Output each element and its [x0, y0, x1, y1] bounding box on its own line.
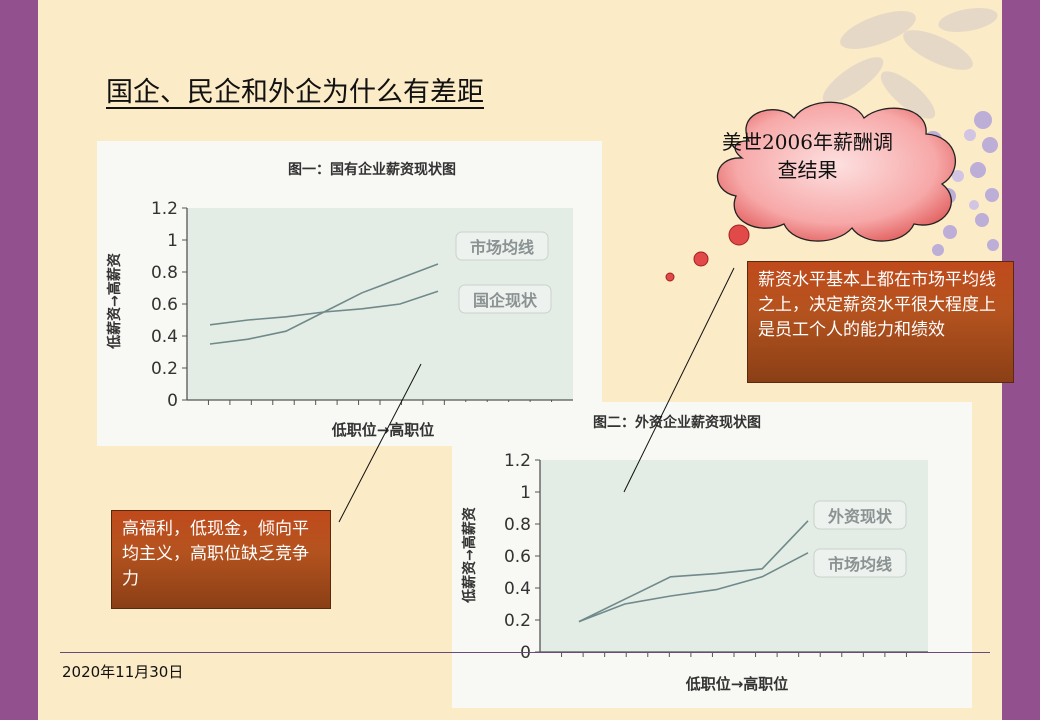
y-axis-label: 低薪资→高薪资 [461, 507, 478, 604]
slide-title: 国企、民企和外企为什么有差距 [106, 77, 484, 108]
y-tick-label: 0.4 [504, 579, 531, 599]
chart-state-owned: 图一：国有企业薪资现状图 0 0.2 0.4 0.6 0.8 1 1.2 低职位→高职位 低薪资→… [97, 141, 602, 446]
chart-title: 图一：国有企业薪资现状图 [288, 161, 456, 178]
thought-cloud [665, 101, 957, 282]
series-label: 国企现状 [473, 291, 538, 310]
series-label: 市场均线 [828, 555, 892, 574]
series-label-box [455, 231, 549, 261]
y-tick-label: 0 [520, 643, 531, 663]
series-label-box [458, 284, 552, 314]
footer-date: 2020年11月30日 [62, 663, 184, 681]
footer-divider [60, 652, 990, 653]
chart-foreign-svg: 图二：外资企业薪资现状图 0 0.2 0.4 0.6 0.8 1 1.2 低职位→高职位 低薪资→… [461, 414, 928, 693]
y-tick-label: 0.8 [504, 515, 531, 535]
y-tick-label: 1 [167, 231, 178, 251]
series-label: 市场均线 [470, 238, 534, 257]
series-line-0 [578, 520, 809, 623]
cloud-text: 美世2006年薪酬调查结果 [722, 130, 893, 182]
y-tick-label: 1.2 [504, 451, 531, 471]
callout-state-salary: 高福利，低现金，倾向平均主义，高职位缺乏竞争力 [111, 510, 331, 609]
left-border [0, 0, 38, 720]
chart-state-owned-svg: 图一：国有企业薪资现状图 0 0.2 0.4 0.6 0.8 1 1.2 低职位→高职位 低薪资→… [106, 161, 573, 439]
series-line-1 [578, 552, 809, 623]
y-tick-label: 1.2 [151, 199, 178, 219]
y-tick-label: 0.2 [504, 611, 531, 631]
y-tick-label: 0.6 [504, 547, 531, 567]
chart-foreign: 图二：外资企业薪资现状图 0 0.2 0.4 0.6 0.8 1 1.2 低职位→高职位 低薪资→… [452, 402, 972, 708]
series-line-1 [209, 290, 439, 326]
y-tick-label: 1 [520, 483, 531, 503]
y-tick-label: 0.4 [151, 327, 178, 347]
chart-title: 图二：外资企业薪资现状图 [593, 414, 761, 431]
series-label-box [813, 500, 907, 530]
x-axis-label: 低职位→高职位 [331, 421, 435, 439]
y-tick-label: 0 [167, 391, 178, 411]
x-axis-label: 低职位→高职位 [685, 675, 789, 693]
y-tick-label: 0.2 [151, 359, 178, 379]
series-label: 外资现状 [827, 507, 893, 526]
y-tick-label: 0.6 [151, 295, 178, 315]
y-tick-label: 0.8 [151, 263, 178, 283]
series-label-box [813, 548, 907, 578]
callout-foreign-salary: 薪资水平基本上都在市场平均线之上，决定薪资水平很大程度上是员工个人的能力和绩效 [747, 261, 1014, 383]
y-axis-label: 低薪资→高薪资 [106, 253, 123, 350]
